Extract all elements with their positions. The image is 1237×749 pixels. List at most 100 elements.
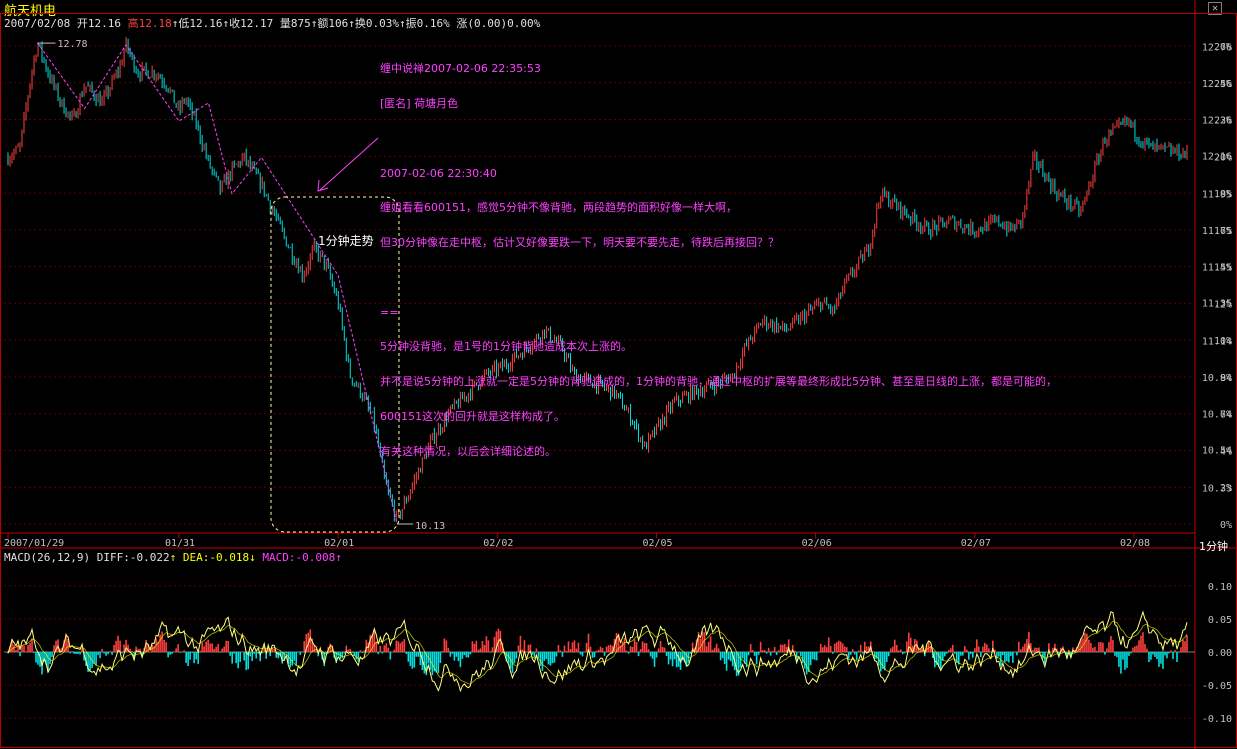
change-label: 涨 xyxy=(456,17,468,30)
low-label: 低 xyxy=(178,17,190,30)
annotation-text: 缠中说禅2007-02-06 22:35:53 [匿名] 荷塘月色 2007-0… xyxy=(380,40,1057,469)
annotation-line: == xyxy=(380,305,399,319)
amplitude-value: 0.16% xyxy=(416,17,450,30)
annotation-line: 有关这种情况，以后会详细论述的。 xyxy=(380,444,556,458)
one-minute-box-label: 1分钟走势 xyxy=(318,234,374,248)
annotation-line: 缠中说禅2007-02-06 22:35:53 xyxy=(380,62,541,76)
time-tick-label: 2007/01/29 xyxy=(4,538,64,549)
macd-tick-label: 0.05 xyxy=(1208,615,1232,626)
open-label: 开 xyxy=(76,17,88,30)
quote-date: 2007/02/08 xyxy=(4,17,71,30)
macd-label: MACD xyxy=(262,551,289,564)
amount-label: 额 xyxy=(317,17,329,30)
price-tick-label: 10.54 xyxy=(1202,446,1232,457)
time-tick-label: 02/08 xyxy=(1120,538,1150,549)
price-tick-label: 12.56 xyxy=(1202,79,1232,90)
dea-value: -0.018 xyxy=(209,551,250,564)
high-value: 12.18 xyxy=(138,17,172,30)
price-tick-label: 11.14 xyxy=(1202,337,1232,348)
time-tick-label: 02/05 xyxy=(642,538,672,549)
annotation-line xyxy=(380,133,1057,145)
pct-tick-label: 6% xyxy=(1220,410,1232,421)
annotation-line: 2007-02-06 22:30:40 xyxy=(380,166,497,180)
price-tick-label: 10.94 xyxy=(1202,373,1232,384)
volume-label: 量 xyxy=(279,17,291,30)
dea-label: DEA xyxy=(182,551,203,564)
pct-tick-label: 12% xyxy=(1214,299,1232,310)
annotation-arrow xyxy=(319,137,379,191)
turnover-label: 换 xyxy=(354,17,366,30)
quote-info-bar: 2007/02/08 开12.16 高12.18↑低12.16↑收12.17 量… xyxy=(4,15,540,31)
pct-tick-label: 0% xyxy=(1220,520,1232,531)
high-marker-label: 12.78 xyxy=(57,39,87,50)
price-tick-label: 12.16 xyxy=(1202,152,1232,163)
macd-tick-label: -0.10 xyxy=(1202,714,1232,725)
price-tick-label: 10.33 xyxy=(1202,484,1232,495)
annotation-line xyxy=(380,272,1057,284)
pct-tick-label: 18% xyxy=(1214,189,1232,200)
time-tick-label: 02/06 xyxy=(802,538,832,549)
annotation-line: 但30分钟像在走中枢，估计又好像要跌一下，明天要不要先走，待跌后再接回？？ xyxy=(380,236,779,250)
up-arrow-icon: ↑ xyxy=(335,551,342,564)
macd-params: MACD(26,12,9) xyxy=(4,551,91,564)
diff-value: -0.022 xyxy=(129,551,170,564)
price-tick-label: 11.75 xyxy=(1202,226,1232,237)
change-value: (0.00)0.00% xyxy=(467,17,541,30)
open-value: 12.16 xyxy=(87,17,121,30)
pct-tick-label: 2% xyxy=(1220,483,1232,494)
price-tick-label: 11.55 xyxy=(1202,262,1232,273)
period-label[interactable]: 1分钟 xyxy=(1199,540,1228,553)
up-arrow-icon: ↑ xyxy=(348,17,355,30)
macd-header: MACD(26,12,9) DIFF:-0.022↑ DEA:-0.018↓ M… xyxy=(4,551,342,564)
stock-name: 航天机电 xyxy=(4,4,57,19)
price-tick-label: 10.74 xyxy=(1202,409,1232,420)
price-tick-label: 12.76 xyxy=(1202,43,1232,54)
up-arrow-icon: ↑ xyxy=(398,17,406,30)
pct-tick-label: 14% xyxy=(1214,263,1232,274)
amplitude-label: 振 xyxy=(405,17,417,30)
annotation-line: 缠姐看看600151，感觉5分钟不像背驰，两段趋势的面积好像一样大啊， xyxy=(380,201,737,215)
macd-tick-label: -0.05 xyxy=(1202,681,1232,692)
volume-value: 875 xyxy=(290,17,311,30)
pct-tick-label: 22% xyxy=(1214,116,1232,127)
price-tick-label: 11.35 xyxy=(1202,299,1232,310)
up-arrow-icon: ↑ xyxy=(222,17,230,30)
annotation-arrow-head xyxy=(317,179,329,192)
macd-tick-label: 0.00 xyxy=(1208,648,1232,659)
pct-tick-label: 4% xyxy=(1220,446,1232,457)
annotation-line: 并不是说5分钟的上涨就一定是5分钟的背驰造成的，1分钟的背驰，通过中枢的扩展等最… xyxy=(380,375,1057,389)
macd-value: -0.008 xyxy=(295,551,336,564)
close-label: 收 xyxy=(229,17,241,30)
up-arrow-icon: ↑ xyxy=(169,551,177,564)
pct-tick-label: 8% xyxy=(1220,373,1232,384)
dea-line xyxy=(7,620,1188,685)
annotation-line: [匿名] 荷塘月色 xyxy=(380,96,459,110)
stroke-pen-line xyxy=(37,42,398,525)
low-value: 12.16 xyxy=(189,17,223,30)
one-minute-box xyxy=(270,196,400,533)
price-tick-label: 11.95 xyxy=(1202,190,1232,201)
macd-tick-label: 0.10 xyxy=(1208,582,1232,593)
pct-tick-label: 16% xyxy=(1214,226,1232,237)
time-tick-label: 01/31 xyxy=(165,538,195,549)
pct-tick-label: 10% xyxy=(1214,336,1232,347)
pct-tick-label: 20% xyxy=(1214,152,1232,163)
close-value: 12.17 xyxy=(240,17,274,30)
pct-tick-label: 26% xyxy=(1214,42,1232,53)
time-tick-label: 02/01 xyxy=(324,538,354,549)
diff-label: DIFF xyxy=(96,551,124,564)
time-tick-label: 02/07 xyxy=(961,538,991,549)
time-tick-label: 02/02 xyxy=(483,538,513,549)
pct-tick-label: 24% xyxy=(1214,79,1232,90)
turnover-value: 0.03% xyxy=(365,17,399,30)
annotation-line: 600151这次的回升就是这样构成了。 xyxy=(380,410,565,423)
close-icon[interactable]: ✕ xyxy=(1208,2,1222,15)
up-arrow-icon: ↑ xyxy=(171,17,179,30)
annotation-line: 5分钟没背驰，是1号的1分钟背驰造成本次上涨的。 xyxy=(380,340,632,354)
down-arrow-icon: ↓ xyxy=(249,551,256,564)
high-label: 高 xyxy=(127,17,139,30)
low-marker-label: 10.13 xyxy=(415,521,445,532)
up-arrow-icon: ↑ xyxy=(310,17,318,30)
price-tick-label: 12.36 xyxy=(1202,115,1232,126)
